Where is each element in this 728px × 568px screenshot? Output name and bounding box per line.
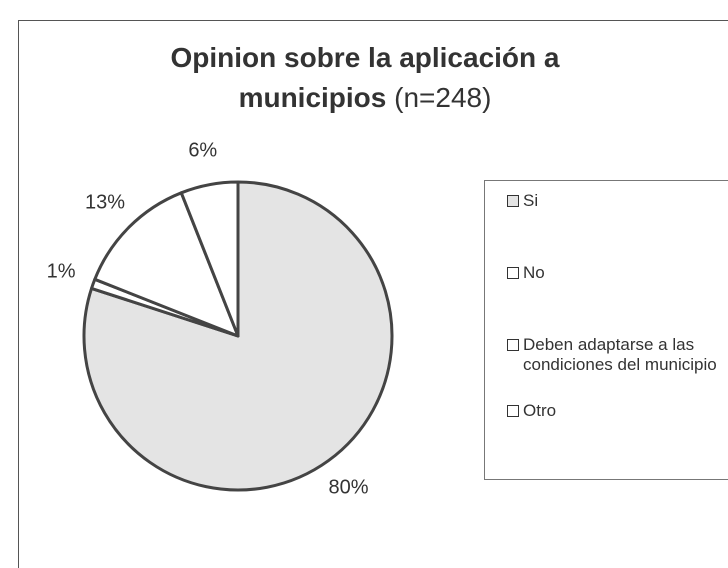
legend-entry: Si <box>505 191 728 211</box>
legend-label: Deben adaptarse a las condiciones del mu… <box>523 335 717 374</box>
legend-entry: No <box>505 263 728 283</box>
chart-frame <box>18 20 728 568</box>
data-label: 13% <box>85 191 125 213</box>
data-label: 80% <box>328 476 368 498</box>
subtitle-text: (n=248) <box>394 82 492 113</box>
legend-swatch <box>507 405 519 417</box>
chart-title: Opinion sobre la aplicación a municipios… <box>120 38 610 118</box>
legend-label: No <box>523 263 545 282</box>
legend-entry: Deben adaptarse a las condiciones del mu… <box>505 335 728 375</box>
legend-swatch <box>507 195 519 207</box>
legend-swatch <box>507 339 519 351</box>
title-text: Opinion sobre la aplicación a municipios <box>170 42 560 113</box>
data-label: 6% <box>188 140 217 162</box>
data-label: 1% <box>47 261 76 283</box>
pie-slice <box>93 191 240 338</box>
legend-entry: Otro <box>505 401 728 421</box>
legend: Si No Deben adaptarse a las condiciones de… <box>484 180 728 480</box>
legend-label: Si <box>523 191 539 210</box>
legend-label: Otro <box>523 401 557 420</box>
legend-swatch <box>507 267 519 279</box>
pie-slice <box>179 180 240 338</box>
